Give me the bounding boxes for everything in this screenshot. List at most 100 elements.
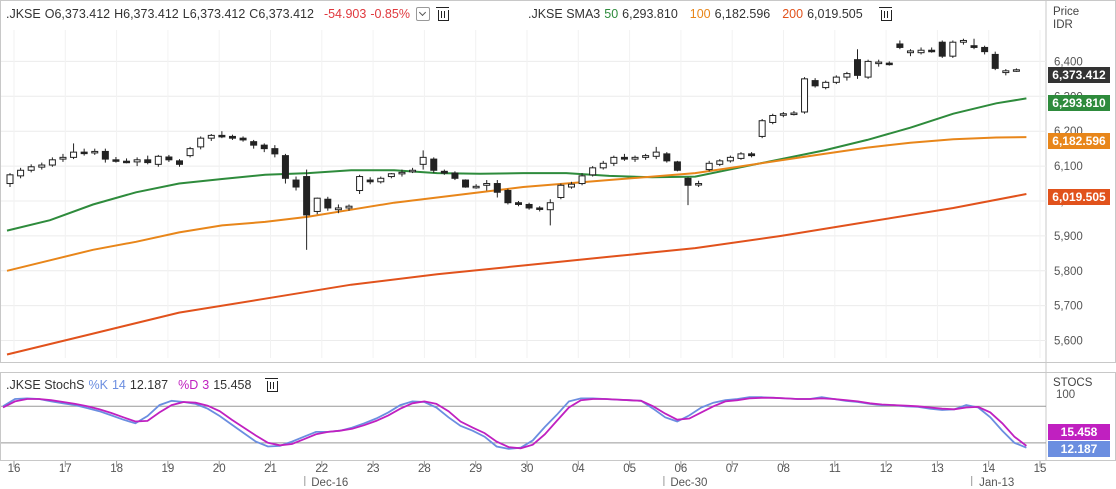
- candle-body: [80, 151, 88, 155]
- x-tick-label: 16: [8, 463, 21, 475]
- trash-icon[interactable]: [265, 377, 279, 392]
- candle-body: [207, 134, 215, 139]
- candle-body: [748, 153, 756, 157]
- candle-body: [303, 176, 311, 216]
- stoch-k-value: 12.187: [129, 378, 169, 392]
- sma200-period: 200: [782, 7, 804, 21]
- legend-symbol: .JKSE: [6, 7, 41, 21]
- candle-body: [663, 153, 671, 162]
- stoch-d-label: %D: [178, 378, 199, 392]
- candle-body: [345, 205, 353, 209]
- candle-body: [324, 198, 332, 209]
- sma200-badge: 6,019.505: [1048, 189, 1110, 205]
- candle-body: [228, 135, 236, 139]
- candle-body: [885, 62, 893, 66]
- x-month-label: Dec-30: [670, 477, 707, 489]
- price-axis-title: Price IDR: [1053, 6, 1080, 31]
- candle-body: [716, 160, 724, 165]
- candle-body: [652, 151, 660, 157]
- candle-body: [271, 148, 279, 155]
- trash-icon[interactable]: [878, 6, 892, 21]
- x-tick-label: 13: [931, 463, 944, 475]
- y-tick-label: 5,800: [1054, 266, 1083, 278]
- stoch-d-value: 15.458: [213, 378, 252, 392]
- candle-body: [938, 41, 946, 57]
- candle-body: [589, 167, 597, 176]
- candle-body: [546, 202, 554, 211]
- x-tick-label: 04: [572, 463, 585, 475]
- candle-body: [726, 156, 734, 162]
- candle-body: [59, 156, 67, 160]
- candle-body: [239, 137, 247, 141]
- candle-body: [144, 159, 152, 164]
- candle-body: [515, 202, 522, 205]
- stoch-label: .JKSE StochS: [6, 378, 85, 392]
- candle-body: [695, 183, 703, 186]
- candle-body: [832, 76, 840, 83]
- candle-body: [705, 162, 713, 171]
- y-tick-label: 6,400: [1054, 56, 1083, 68]
- candle-body: [959, 39, 967, 43]
- candle-body: [462, 179, 470, 188]
- x-tick-label: 18: [110, 463, 123, 475]
- x-tick-label: 19: [162, 463, 175, 475]
- candle-body: [599, 162, 607, 169]
- candle-body: [928, 49, 936, 53]
- y-tick-label: 5,700: [1054, 301, 1083, 313]
- stoch-line-k: [2, 396, 1027, 450]
- candle-body: [610, 156, 618, 164]
- candle-body: [387, 173, 395, 178]
- x-month-label: Jan-13: [979, 477, 1014, 489]
- x-month-label: Dec-16: [311, 477, 348, 489]
- x-tick-label: 06: [675, 463, 688, 475]
- candle-body: [38, 164, 46, 168]
- last-price-badge: 6,373.412: [1048, 67, 1110, 83]
- candle-body: [769, 114, 777, 123]
- candle-body: [197, 137, 205, 148]
- y-tick-label: 5,900: [1054, 231, 1083, 243]
- sma50-value: 6,293.810: [622, 7, 678, 21]
- candle-body: [398, 171, 406, 175]
- sma200-value: 6,019.505: [807, 7, 863, 21]
- candle-body: [430, 158, 438, 171]
- candle-body: [133, 159, 141, 163]
- x-tick-label: 07: [726, 463, 739, 475]
- candle-body: [917, 49, 925, 54]
- candle-body: [409, 169, 417, 173]
- stoch-k-badge: 12.187: [1048, 441, 1110, 457]
- trash-icon[interactable]: [435, 6, 449, 21]
- y-tick-label: 5,600: [1054, 336, 1083, 348]
- legend-close: C6,373.412: [249, 7, 314, 21]
- x-tick-label: 12: [880, 463, 893, 475]
- stoch-legend: .JKSE StochS %K 14 12.187 %D 3 15.458: [6, 377, 282, 392]
- candle-body: [684, 177, 692, 186]
- candle-body: [70, 151, 78, 158]
- candle-body: [356, 176, 364, 192]
- candle-body: [525, 203, 533, 209]
- candle-body: [1002, 70, 1010, 74]
- candle-body: [366, 179, 374, 183]
- candle-body: [218, 134, 226, 138]
- x-tick-label: 17: [59, 463, 72, 475]
- candle-body: [440, 170, 448, 174]
- chevron-down-icon[interactable]: [415, 7, 430, 21]
- candle-body: [6, 174, 14, 185]
- candle-body: [737, 153, 745, 159]
- candle-body: [536, 207, 544, 210]
- x-tick-label: 28: [418, 463, 431, 475]
- candle-body: [483, 183, 491, 186]
- candle-body: [758, 120, 766, 137]
- candle-body: [1012, 69, 1020, 72]
- candle-body: [281, 155, 289, 179]
- candle-body: [176, 160, 183, 165]
- candle-body: [567, 183, 575, 188]
- stoch-line-d: [2, 396, 1027, 450]
- candle-body: [991, 53, 999, 69]
- candle-body: [864, 60, 872, 78]
- x-tick-label: 05: [623, 463, 636, 475]
- sma50-badge: 6,293.810: [1048, 95, 1110, 111]
- candle-body: [631, 156, 639, 160]
- sma100-period: 100: [689, 7, 711, 21]
- stoch-d-period: 3: [202, 378, 210, 392]
